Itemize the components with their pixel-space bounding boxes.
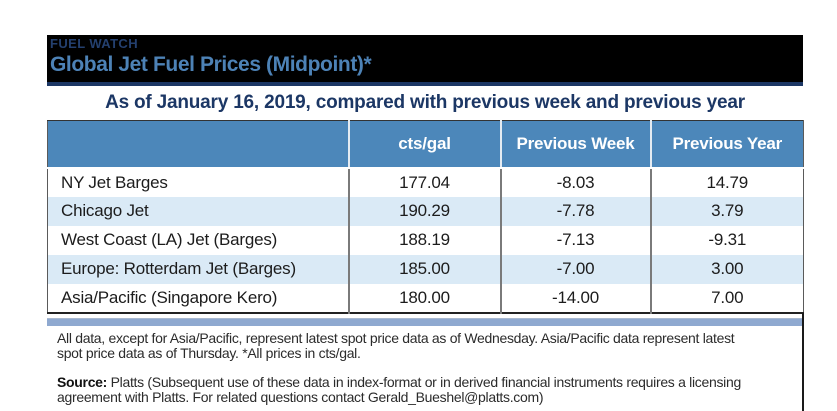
col-header-blank — [47, 120, 349, 169]
value-previous-week: -7.00 — [499, 254, 651, 284]
value-previous-week: -14.00 — [499, 283, 651, 313]
col-header-previous-week: Previous Week — [499, 120, 651, 169]
table-row: Asia/Pacific (Singapore Kero) 180.00 -14… — [48, 283, 804, 313]
value-previous-week: -7.78 — [499, 196, 651, 226]
bottom-accent-bar — [47, 318, 803, 326]
header-row: cts/gal Previous Week Previous Year — [47, 120, 804, 169]
value-cts-gal: 180.00 — [347, 283, 501, 313]
table-body: NY Jet Barges 177.04 -8.03 14.79 Chicago… — [47, 167, 804, 313]
value-previous-year: 3.79 — [649, 196, 804, 226]
row-label: West Coast (LA) Jet (Barges) — [61, 230, 278, 249]
kicker-label: FUEL WATCH — [50, 36, 139, 51]
fuel-prices-table: cts/gal Previous Week Previous Year NY J… — [47, 120, 804, 314]
value-cts-gal: 188.19 — [347, 225, 501, 255]
row-label: Europe: Rotterdam Jet (Barges) — [61, 259, 296, 278]
source-note: Source: Platts (Subsequent use of these … — [57, 375, 805, 405]
source-label: Source: — [57, 374, 108, 390]
value-previous-year: -9.31 — [649, 225, 804, 255]
value-cts-gal: 185.00 — [347, 254, 501, 284]
table-subtitle: As of January 16, 2019, compared with pr… — [105, 92, 745, 113]
row-label: Asia/Pacific (Singapore Kero) — [61, 287, 278, 307]
value-cts-gal: 177.04 — [347, 167, 501, 197]
value-previous-week: -8.03 — [499, 167, 651, 197]
value-previous-year: 14.79 — [649, 167, 804, 197]
masthead: FUEL WATCH Global Jet Fuel Prices (Midpo… — [47, 35, 803, 82]
source-text: Platts (Subsequent use of these data in … — [57, 374, 741, 405]
table-header: cts/gal Previous Week Previous Year — [47, 120, 804, 169]
col-header-cts-gal: cts/gal — [347, 120, 501, 169]
row-label: Chicago Jet — [61, 201, 149, 220]
table-row: NY Jet Barges 177.04 -8.03 14.79 — [48, 167, 804, 197]
table-row: Chicago Jet 190.29 -7.78 3.79 — [47, 196, 804, 226]
footnote: All data, except for Asia/Pacific, repre… — [57, 330, 735, 361]
value-previous-year: 3.00 — [649, 254, 804, 284]
value-previous-year: 7.00 — [649, 283, 804, 313]
row-label: NY Jet Barges — [61, 172, 168, 192]
table-row: West Coast (LA) Jet (Barges) 188.19 -7.1… — [48, 225, 804, 255]
masthead-rule — [47, 82, 803, 86]
page-title: Global Jet Fuel Prices (Midpoint)* — [50, 53, 372, 76]
table-row: Europe: Rotterdam Jet (Barges) 185.00 -7… — [47, 254, 804, 284]
value-previous-week: -7.13 — [499, 225, 651, 255]
value-cts-gal: 190.29 — [347, 196, 501, 226]
page-column-rule — [802, 313, 804, 411]
col-header-previous-year: Previous Year — [649, 120, 804, 169]
